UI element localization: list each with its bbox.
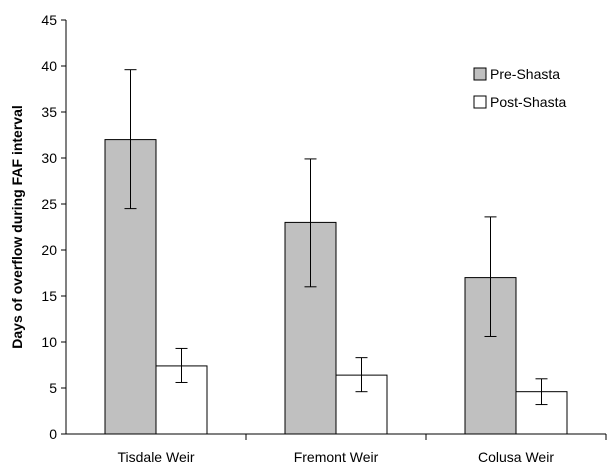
legend: Pre-Shasta Post-Shasta (473, 66, 566, 110)
x-category-label: Fremont Weir (294, 449, 379, 465)
y-tick-label: 5 (49, 380, 57, 396)
y-tick-label: 35 (41, 104, 57, 120)
legend-swatch (473, 95, 487, 109)
legend-swatch (473, 67, 487, 81)
y-axis-title: Days of overflow during FAF interval (9, 105, 25, 348)
y-tick-label: 20 (41, 242, 57, 258)
y-tick-label: 15 (41, 288, 57, 304)
y-tick-label: 10 (41, 334, 57, 350)
y-tick-label: 0 (49, 426, 57, 442)
legend-label: Pre-Shasta (490, 66, 560, 82)
x-category-label: Colusa Weir (478, 449, 554, 465)
y-tick-label: 25 (41, 196, 57, 212)
y-tick-label: 40 (41, 58, 57, 74)
x-axis-ticks: Tisdale Weir Fremont Weir Colusa Weir (117, 434, 607, 465)
y-tick-label: 45 (41, 12, 57, 28)
x-category-label: Tisdale Weir (117, 449, 194, 465)
legend-label: Post-Shasta (490, 94, 566, 110)
bars-layer (104, 139, 568, 435)
y-tick-label: 30 (41, 150, 57, 166)
error-bars-layer (124, 69, 548, 406)
y-axis-ticks: 0 5 10 15 20 25 30 35 40 45 (41, 12, 66, 442)
